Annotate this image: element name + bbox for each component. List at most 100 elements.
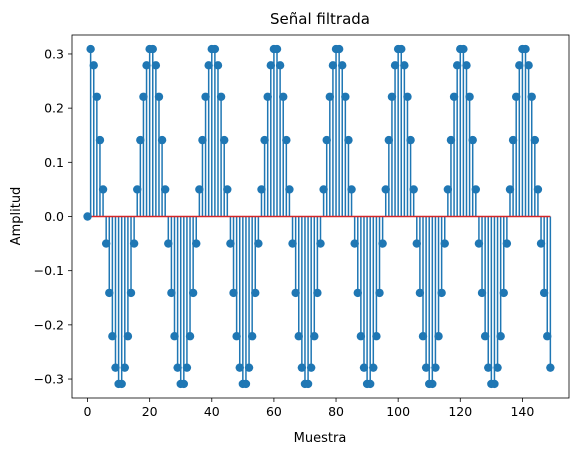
stem-marker xyxy=(366,379,375,389)
stem-marker xyxy=(108,332,117,341)
stem-marker xyxy=(446,135,456,145)
stem-marker xyxy=(201,92,210,101)
y-axis-ticks: −0.3 −0.2 −0.1 0.0 0.1 0.2 0.3 xyxy=(34,46,72,387)
stem-marker xyxy=(390,61,400,70)
stem-marker xyxy=(204,61,213,70)
stem-marker xyxy=(210,44,220,54)
stem-marker xyxy=(462,61,471,70)
stem-marker xyxy=(157,135,167,145)
x-tick-label: 120 xyxy=(448,404,472,419)
stem-marker xyxy=(530,135,540,145)
stem-marker xyxy=(334,44,344,54)
stem-marker xyxy=(322,135,331,145)
stem-marker xyxy=(511,92,521,101)
stem-marker xyxy=(431,363,440,372)
stem-marker xyxy=(480,332,490,341)
stem-marker xyxy=(493,363,502,372)
stem-marker xyxy=(111,363,120,372)
stem-marker xyxy=(490,379,499,389)
stem-marker xyxy=(384,135,394,145)
stem-marker xyxy=(459,44,468,54)
stem-marker xyxy=(502,239,512,248)
x-tick-label: 20 xyxy=(142,404,158,419)
stem-marker xyxy=(347,185,356,194)
stem-marker xyxy=(263,92,272,101)
stem-marker xyxy=(338,61,347,70)
y-tick-label: −0.1 xyxy=(34,263,64,278)
stem-marker xyxy=(527,92,536,101)
stem-marker xyxy=(515,61,524,70)
stem-marker xyxy=(387,92,397,101)
stem-marker xyxy=(310,332,319,341)
stem-marker xyxy=(288,239,297,248)
stem-marker xyxy=(83,212,92,221)
stem-marker xyxy=(129,239,139,248)
x-tick-label: 60 xyxy=(266,404,282,419)
stem-marker xyxy=(260,135,269,145)
stem-marker xyxy=(428,379,437,389)
stem-marker xyxy=(406,135,415,145)
stem-marker xyxy=(133,185,142,194)
stem-marker xyxy=(291,288,300,298)
stem-marker xyxy=(319,185,328,194)
stem-marker xyxy=(397,44,406,54)
stem-marker xyxy=(536,239,546,248)
plot-area xyxy=(83,44,555,389)
stem-marker xyxy=(148,44,157,54)
stem-marker xyxy=(546,363,555,372)
stem-marker xyxy=(359,363,369,372)
x-tick-label: 140 xyxy=(510,404,534,419)
stem-marker xyxy=(415,288,425,298)
y-tick-label: 0.1 xyxy=(44,155,64,170)
stem-marker xyxy=(375,288,384,298)
stem-marker xyxy=(533,185,543,194)
stem-marker xyxy=(353,288,362,298)
stem-marker xyxy=(195,185,204,194)
stem-marker xyxy=(496,332,505,341)
stem-marker xyxy=(123,332,133,341)
x-tick-label: 40 xyxy=(204,404,220,419)
stem-marker xyxy=(257,185,266,194)
stem-marker xyxy=(282,135,291,145)
stem-marker xyxy=(400,61,409,70)
stem-marker xyxy=(170,332,179,341)
stem-marker xyxy=(484,363,493,372)
stem-marker xyxy=(244,363,254,372)
stem-marker xyxy=(344,135,353,145)
stem-marker xyxy=(182,363,192,372)
stem-marker xyxy=(421,363,431,372)
stem-marker xyxy=(272,44,282,54)
stem-marker xyxy=(369,363,378,372)
stem-marker xyxy=(198,135,207,145)
stem-marker xyxy=(105,288,114,298)
stem-marker xyxy=(279,92,288,101)
stem-marker xyxy=(95,135,105,145)
y-tick-label: −0.3 xyxy=(34,372,64,387)
stem-marker xyxy=(471,185,481,194)
stem-marker xyxy=(164,239,173,248)
stem-marker xyxy=(136,135,145,145)
stem-marker xyxy=(220,135,229,145)
stem-marker xyxy=(154,92,164,101)
stem-marker xyxy=(247,332,257,341)
stem-marker xyxy=(275,61,285,70)
stem-marker xyxy=(213,61,223,70)
stem-marker xyxy=(434,332,443,341)
stem-marker xyxy=(499,288,508,298)
stem-marker xyxy=(101,239,111,248)
stem-marker xyxy=(409,185,418,194)
stem-marker xyxy=(229,288,238,298)
stem-marker xyxy=(543,332,552,341)
stem-marker xyxy=(179,379,189,389)
stem-marker xyxy=(524,61,533,70)
stem-marker xyxy=(437,288,446,298)
x-axis-ticks: 0 20 40 60 80 100 120 140 xyxy=(84,398,534,419)
stem-marker xyxy=(142,61,151,70)
stem-marker xyxy=(173,363,182,372)
stem-marker xyxy=(412,239,421,248)
stem-marker xyxy=(89,61,98,70)
stem-marker xyxy=(160,185,170,194)
stem-marker xyxy=(126,288,136,298)
stem-marker xyxy=(303,379,313,389)
stem-marker xyxy=(241,379,251,389)
